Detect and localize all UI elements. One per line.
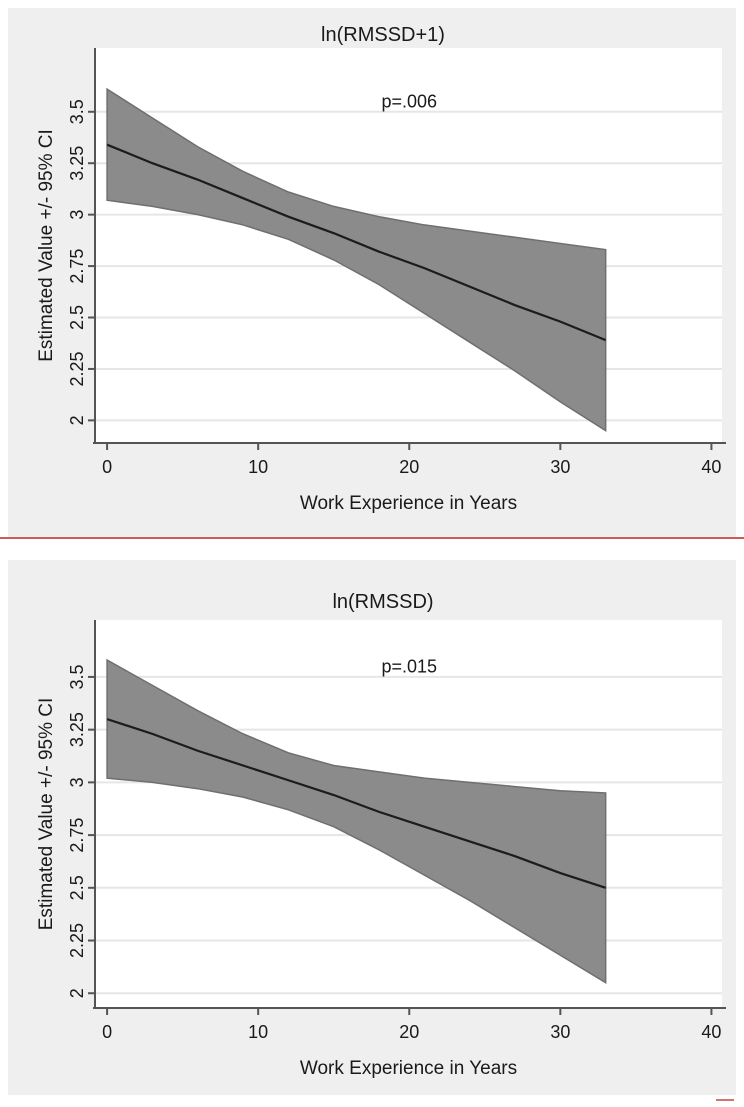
y-tick-label: 3 — [67, 210, 87, 220]
y-tick-label: 2.5 — [67, 875, 87, 900]
y-tick-label: 3.25 — [67, 712, 87, 747]
separator-line — [0, 537, 744, 539]
chart-svg-ln-rmssd-plus-1: 0 10 20 30 40 2 2.25 2.5 2.75 3 3.25 3.5 ln(RMSSD+1)… — [36, 24, 726, 514]
x-tick-label: 40 — [701, 457, 721, 477]
y-tick-label: 2.75 — [67, 249, 87, 284]
chart-title: ln(RMSSD) — [332, 591, 433, 613]
x-tick-label: 30 — [550, 1022, 570, 1042]
fit-line — [106, 718, 607, 889]
y-tick-label: 2.75 — [67, 818, 87, 853]
partial-separator-mark — [716, 1099, 734, 1101]
x-axis-label: Work Experience in Years — [300, 493, 517, 514]
y-tick-label: 3.5 — [67, 664, 87, 689]
x-tick-label: 20 — [399, 1022, 419, 1042]
chart-svg-ln-rmssd: 0 10 20 30 40 2 2.25 2.5 2.75 3 3.25 3.5 ln(RMSSD) p=… — [36, 591, 726, 1079]
y-axis-label: Estimated Value +/- 95% CI — [36, 698, 57, 931]
y-tick-label: 3.25 — [67, 146, 87, 181]
x-axis-label: Work Experience in Years — [300, 1058, 517, 1079]
fit-line — [106, 143, 607, 342]
chart-ln-rmssd-plus-1: 0 10 20 30 40 2 2.25 2.5 2.75 3 3.25 3.5 ln(RMSSD+1)… — [8, 8, 736, 537]
y-axis-label: Estimated Value +/- 95% CI — [36, 129, 57, 362]
y-tick-label: 2.5 — [67, 305, 87, 330]
x-tick-label: 10 — [248, 457, 268, 477]
y-tick-label: 3 — [67, 777, 87, 787]
x-tick-label: 40 — [701, 1022, 721, 1042]
y-tick-label: 2 — [67, 415, 87, 425]
x-tick-label: 10 — [248, 1022, 268, 1042]
chart-title: ln(RMSSD+1) — [321, 24, 445, 46]
x-tick-label: 20 — [399, 457, 419, 477]
p-value-annotation: p=.015 — [381, 657, 437, 677]
y-tick-label: 2.25 — [67, 923, 87, 958]
x-tick-label: 0 — [102, 1022, 112, 1042]
y-tick-label: 2 — [67, 988, 87, 998]
x-tick-label: 30 — [550, 457, 570, 477]
chart-ln-rmssd: 0 10 20 30 40 2 2.25 2.5 2.75 3 3.25 3.5 ln(RMSSD) p=… — [8, 560, 736, 1095]
confidence-band — [106, 658, 607, 985]
p-value-annotation: p=.006 — [381, 92, 437, 112]
confidence-band — [106, 87, 607, 433]
x-tick-label: 0 — [102, 457, 112, 477]
y-tick-label: 2.25 — [67, 351, 87, 386]
y-tick-label: 3.5 — [67, 99, 87, 124]
